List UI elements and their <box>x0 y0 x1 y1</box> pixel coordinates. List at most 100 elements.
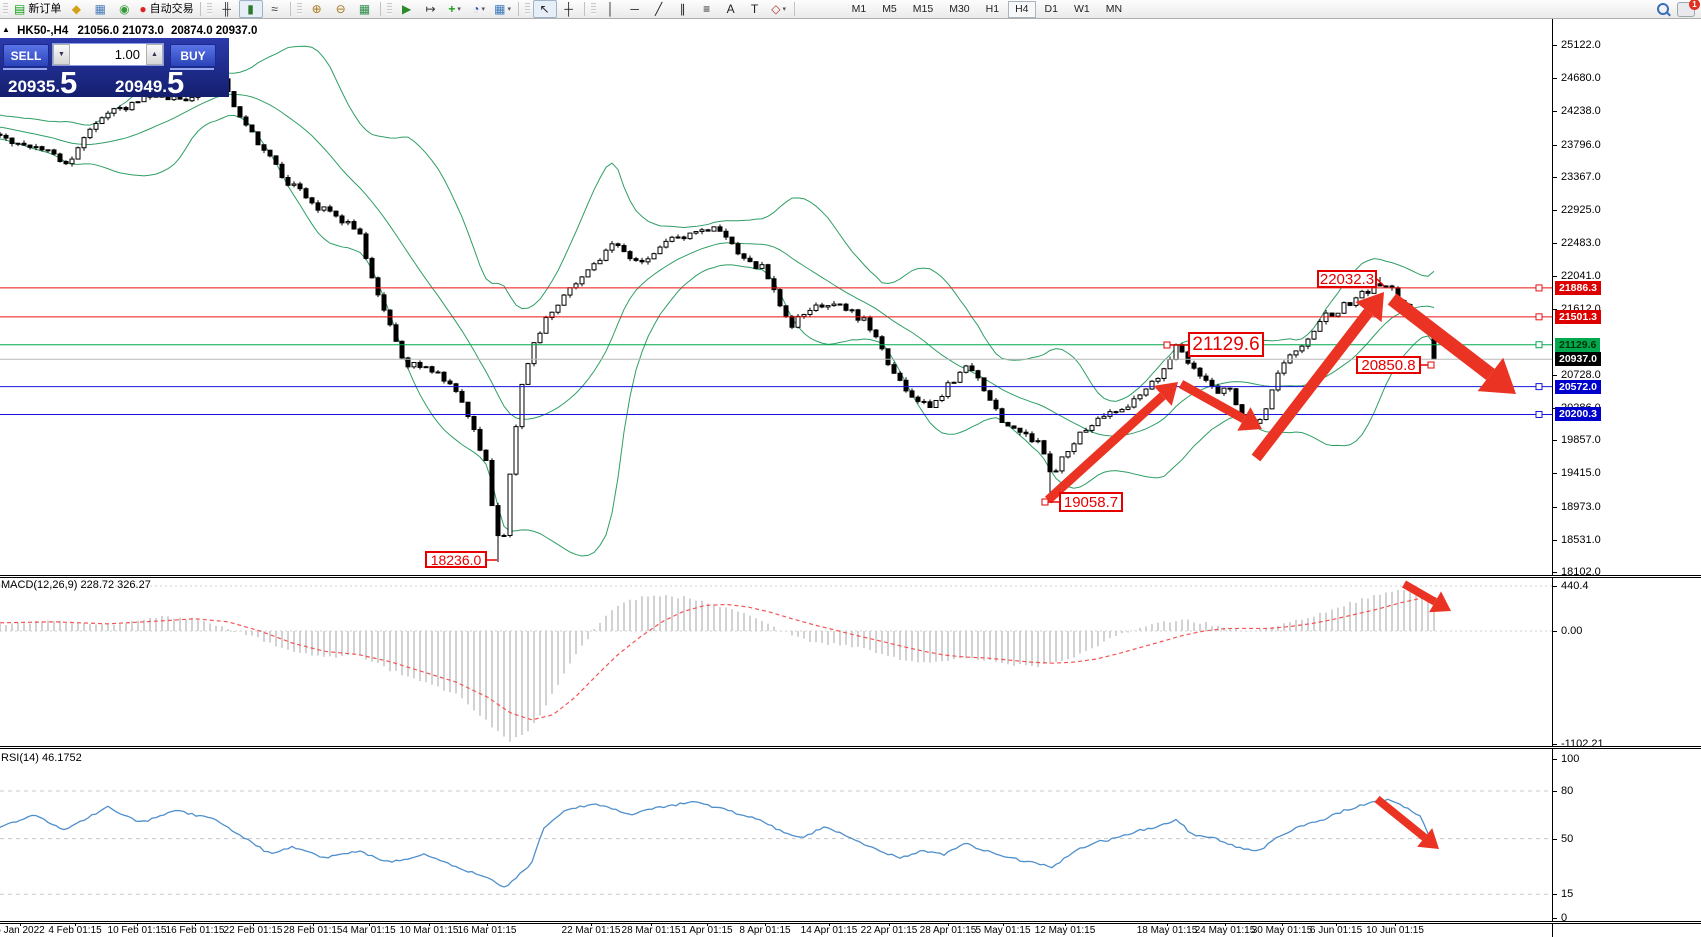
trendline-icon[interactable]: ╱ <box>654 2 663 16</box>
time-tick-mark <box>765 923 766 926</box>
toolbar-separator <box>583 2 585 16</box>
candlestick-chart-icon[interactable]: ▮ <box>238 0 263 18</box>
time-tick-label: 1 Apr 01:15 <box>681 925 733 936</box>
indicators-button[interactable]: + ▾ <box>448 2 461 16</box>
price-annotation-label[interactable]: 19058.7 <box>1059 492 1123 512</box>
rsi-tick-mark <box>1553 918 1557 919</box>
price-tick-label: 19857.0 <box>1561 434 1601 447</box>
time-tick-label: 18 May 01:15 <box>1136 925 1198 936</box>
buy-price-sep: . <box>162 77 168 97</box>
auto-scroll-icon[interactable]: ▶ <box>401 2 412 16</box>
volume-increase-button[interactable]: ▲ <box>146 44 163 65</box>
time-tick-label: 16 Mar 01:15 <box>457 925 517 936</box>
toolbar-separator <box>289 2 291 16</box>
volume-decrease-button[interactable]: ▼ <box>53 44 70 65</box>
timeframe-h1[interactable]: H1 <box>985 3 1000 15</box>
text-icon[interactable]: A <box>726 2 735 16</box>
autotrade-button[interactable]: ● 自动交易 <box>139 2 194 16</box>
line-chart-icon[interactable]: ≈ <box>271 2 278 16</box>
search-icon[interactable] <box>1657 3 1669 15</box>
templates-button[interactable]: ▦ ▾ <box>494 2 512 16</box>
vertical-line-icon[interactable]: │ <box>606 2 615 16</box>
timeframe-w1[interactable]: W1 <box>1073 3 1090 15</box>
new-order-button[interactable]: ▤ 新订单 <box>14 2 62 16</box>
tile-windows-icon[interactable]: ▦ <box>358 2 371 16</box>
timeframe-d1[interactable]: D1 <box>1044 3 1058 15</box>
macd-separator[interactable] <box>0 575 1701 578</box>
timeframe-h4[interactable]: H4 <box>1008 0 1036 18</box>
volume-stepper: ▼ 1.00 ▲ <box>52 43 164 66</box>
profiles-icon[interactable]: ◆ <box>71 2 81 16</box>
time-tick-mark <box>651 923 652 926</box>
rsi-separator[interactable] <box>0 746 1701 749</box>
toolbar-right: 1 <box>1657 0 1700 17</box>
bar-chart-icon[interactable]: ╫ <box>222 2 231 16</box>
timeframe-m30[interactable]: M30 <box>949 3 970 15</box>
price-annotation-label[interactable]: 21129.6 <box>1188 332 1264 357</box>
time-tick-label: 4 Mar 01:15 <box>342 925 396 936</box>
market-watch-icon[interactable]: ▦ <box>94 2 107 16</box>
price-level-badge: 20200.3 <box>1555 407 1601 422</box>
price-tick-label: 18531.0 <box>1561 533 1601 546</box>
ohlc-values-right: 20874.0 20937.0 <box>171 25 258 37</box>
price-tick-label: 24680.0 <box>1561 72 1601 85</box>
zoom-in-icon[interactable]: ⊕ <box>311 2 322 16</box>
price-level-badge: 21886.3 <box>1555 280 1601 295</box>
timeframe-mn[interactable]: MN <box>1105 3 1123 15</box>
time-tick-label: 5 May 01:15 <box>975 925 1031 936</box>
time-tick-mark <box>253 923 254 926</box>
symbol-marker-icon: ▲ <box>2 25 10 34</box>
toolbar-separator <box>517 2 519 16</box>
periods-button[interactable]: ◔ ▾ <box>472 2 485 16</box>
rsi-panel[interactable] <box>0 750 1552 922</box>
rsi-tick-mark <box>1553 759 1557 761</box>
time-tick-label: 5 Jan 2022 <box>0 925 45 936</box>
time-tick-mark <box>1225 923 1226 926</box>
time-tick-label: 28 Mar 01:15 <box>621 925 681 936</box>
chat-icon[interactable]: 1 <box>1677 0 1700 17</box>
time-axis[interactable]: 5 Jan 2022 4 Feb 01:15 10 Feb 01:15 16 Feb … <box>0 923 1552 937</box>
price-annotation-label[interactable]: 20850.8 <box>1356 356 1421 374</box>
sell-button[interactable]: SELL <box>3 44 49 67</box>
toolbar-grip <box>3 3 8 15</box>
price-axis[interactable]: 25122.0 24680.0 24238.0 23796.0 23367.0 22925… <box>1553 18 1701 937</box>
price-tick-mark <box>1553 243 1557 245</box>
timeframe-m5[interactable]: M5 <box>882 3 897 15</box>
strategy-tester-icon[interactable]: ◉ <box>119 2 130 16</box>
time-tick-mark <box>948 923 949 926</box>
time-tick-label: 14 Apr 01:15 <box>800 925 858 936</box>
timeframe-m15[interactable]: M15 <box>912 3 934 15</box>
toolbar: ▤ 新订单 ◆ ▦ ◉ ● 自动交易 ╫ ▮ ≈ ⊕ ⊖ ▦ ▶ ↦ + ▾ ◔ ▾ ▦ ▾ ↖ ┼ │ ─ ╱ ∥ ≡ A T ◇ ▾ M1… <box>0 0 1701 19</box>
buy-price-big: 5 <box>167 65 185 101</box>
time-tick-label: 10 Mar 01:15 <box>399 925 459 936</box>
cursor-icon[interactable]: ↖ <box>532 0 557 18</box>
chart-shift-icon[interactable]: ↦ <box>425 2 436 16</box>
crosshair-icon[interactable]: ┼ <box>564 2 573 16</box>
arrows-icon[interactable]: ◇ ▾ <box>771 2 786 16</box>
time-tick-label: 10 Jun 01:15 <box>1366 925 1424 936</box>
macd-label: MACD(12,26,9) 228.72 326.27 <box>1 579 151 591</box>
main-chart[interactable] <box>0 18 1552 576</box>
time-tick-mark <box>1282 923 1283 926</box>
toolbar-separator <box>199 2 201 16</box>
volume-input[interactable]: 1.00 <box>114 47 140 62</box>
zoom-out-icon[interactable]: ⊖ <box>335 2 346 16</box>
channel-icon[interactable]: ∥ <box>679 2 686 16</box>
sell-underline <box>3 68 47 70</box>
price-annotation-label[interactable]: 18236.0 <box>425 551 487 568</box>
time-tick-label: 22 Apr 01:15 <box>860 925 918 936</box>
time-tick-mark <box>75 923 76 926</box>
buy-button[interactable]: BUY <box>170 44 216 67</box>
horizontal-line-icon[interactable]: ─ <box>630 2 639 16</box>
price-tick-mark <box>1553 506 1557 508</box>
symbol-header: ▲ HK50-,H4 21056.0 21073.0 20874.0 20937… <box>2 25 257 37</box>
price-tick-label: 22925.0 <box>1561 203 1601 216</box>
fibonacci-icon[interactable]: ≡ <box>703 2 711 16</box>
price-tick-label: 23796.0 <box>1561 138 1601 151</box>
price-tick-label: 20728.0 <box>1561 368 1601 381</box>
price-annotation-label[interactable]: 22032.3 <box>1317 270 1377 288</box>
label-icon[interactable]: T <box>750 2 759 16</box>
timeframe-m1[interactable]: M1 <box>851 3 867 15</box>
price-tick-mark <box>1553 473 1557 475</box>
macd-panel[interactable] <box>0 578 1552 746</box>
